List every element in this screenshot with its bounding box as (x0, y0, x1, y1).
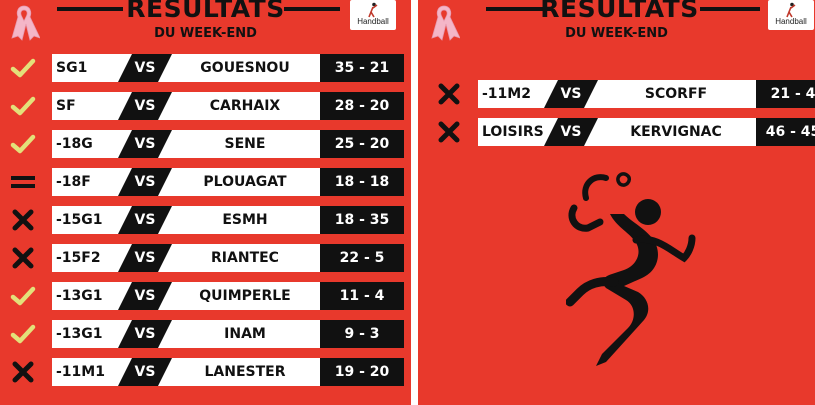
vs-label: VS (134, 174, 156, 190)
score-box: 18 - 35 (320, 206, 404, 234)
vs-badge: VS (118, 92, 172, 120)
score-box: 35 - 21 (320, 54, 404, 82)
opponent-name: SENE (224, 136, 266, 152)
page-subtitle: DU WEEK-END (565, 26, 668, 41)
team-category: -18G (56, 136, 93, 152)
team-category: -13G1 (56, 326, 103, 342)
team-category: -13G1 (56, 288, 103, 304)
vs-label: VS (134, 364, 156, 380)
vs-label: VS (134, 326, 156, 342)
logo-text: Handball (357, 17, 389, 26)
score-box: 21 - 4 (756, 80, 815, 108)
handball-logo-icon (368, 2, 378, 18)
team-category: LOISIRS (482, 124, 544, 140)
team-category: SF (56, 98, 76, 114)
title-line-right (284, 7, 340, 11)
cross-icon (10, 358, 36, 386)
result-row: -18F VS PLOUAGAT 18 - 18 (10, 168, 404, 196)
page-title: RESULTATS (540, 0, 699, 23)
pink-ribbon-icon (431, 5, 460, 41)
handball-logo: Handball (768, 0, 814, 30)
opponent-name: INAM (224, 326, 266, 342)
results-panel-left: RESULTATS DU WEEK-END Handball SG1 VS GOUE… (0, 0, 411, 405)
score-box: 18 - 18 (320, 168, 404, 196)
score-box: 11 - 4 (320, 282, 404, 310)
cross-icon (436, 80, 462, 108)
logo-text: Handball (775, 17, 807, 26)
opponent-name: KERVIGNAC (630, 124, 722, 140)
page-subtitle: DU WEEK-END (154, 26, 257, 41)
opponent-name: PLOUAGAT (203, 174, 287, 190)
team-category: -18F (56, 174, 91, 190)
vs-label: VS (560, 124, 582, 140)
result-row: -18G VS SENE 25 - 20 (10, 130, 404, 158)
team-category: SG1 (56, 60, 88, 76)
result-row: -13G1 VS QUIMPERLE 11 - 4 (10, 282, 404, 310)
opponent-name: ESMH (222, 212, 268, 228)
title-line-right (700, 7, 760, 11)
title-line-left (486, 7, 551, 11)
opponent-name: CARHAIX (209, 98, 281, 114)
score-box: 9 - 3 (320, 320, 404, 348)
check-icon (10, 130, 36, 158)
vs-label: VS (134, 288, 156, 304)
title-line-left (57, 7, 123, 11)
check-icon (10, 92, 36, 120)
results-panel-right: RESULTATS DU WEEK-END Handball -11M2 VS SC… (418, 0, 815, 405)
handball-logo: Handball (350, 0, 396, 30)
vs-label: VS (134, 212, 156, 228)
vs-label: VS (134, 60, 156, 76)
cross-icon (10, 206, 36, 234)
handball-player-icon (566, 172, 696, 366)
score-box: 25 - 20 (320, 130, 404, 158)
result-row: SF VS CARHAIX 28 - 20 (10, 92, 404, 120)
vs-label: VS (560, 86, 582, 102)
score-box: 28 - 20 (320, 92, 404, 120)
result-row: SG1 VS GOUESNOU 35 - 21 (10, 54, 404, 82)
result-row: -13G1 VS INAM 9 - 3 (10, 320, 404, 348)
equals-icon (10, 168, 36, 196)
opponent-name: RIANTEC (211, 250, 279, 266)
team-category: -11M2 (482, 86, 531, 102)
opponent-name: GOUESNOU (200, 60, 290, 76)
team-category: -15F2 (56, 250, 101, 266)
cross-icon (436, 118, 462, 146)
team-category: -15G1 (56, 212, 103, 228)
score-box: 19 - 20 (320, 358, 404, 386)
check-icon (10, 320, 36, 348)
vs-label: VS (134, 136, 156, 152)
result-row: -11M1 VS LANESTER 19 - 20 (10, 358, 404, 386)
page-title: RESULTATS (126, 0, 285, 23)
opponent-name: SCORFF (644, 86, 708, 102)
cross-icon (10, 244, 36, 272)
vs-label: VS (134, 98, 156, 114)
team-category: -11M1 (56, 364, 105, 380)
opponent-name: QUIMPERLE (199, 288, 291, 304)
score-box: 22 - 5 (320, 244, 404, 272)
result-row: -15F2 VS RIANTEC 22 - 5 (10, 244, 404, 272)
result-row: -11M2 VS SCORFF 21 - 4 (436, 80, 815, 108)
opponent-name: LANESTER (204, 364, 286, 380)
vs-label: VS (134, 250, 156, 266)
check-icon (10, 282, 36, 310)
result-row: -15G1 VS ESMH 18 - 35 (10, 206, 404, 234)
pink-ribbon-icon (11, 5, 40, 41)
check-icon (10, 54, 36, 82)
handball-logo-icon (786, 2, 796, 18)
result-row: LOISIRS VS KERVIGNAC 46 - 45 (436, 118, 815, 146)
score-box: 46 - 45 (756, 118, 815, 146)
